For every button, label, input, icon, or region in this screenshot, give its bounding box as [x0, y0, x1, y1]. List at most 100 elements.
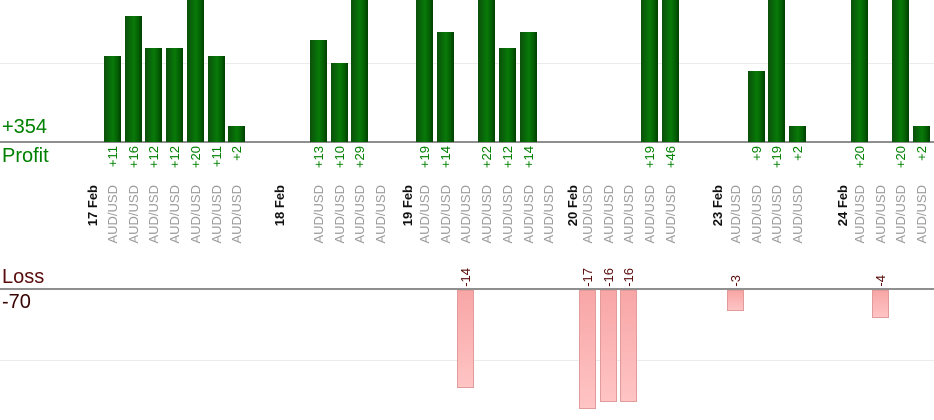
symbol-label: AUD/USD — [229, 185, 245, 244]
profit-value-label: +13 — [311, 146, 326, 169]
date-label: 20 Feb — [565, 185, 580, 227]
profit-value-label: +19 — [417, 146, 432, 169]
loss-value-label: -4 — [872, 275, 888, 287]
symbol-label: AUD/USD — [621, 185, 637, 244]
profit-bar — [851, 0, 868, 142]
profit-total: +354 — [2, 116, 48, 138]
loss-total: -70 — [2, 291, 31, 313]
profit-bar — [124, 16, 142, 142]
profit-bar — [641, 0, 659, 142]
symbol-label: AUD/USD — [373, 185, 389, 244]
profit-value-label: +12 — [167, 146, 183, 169]
date-label: 24 Feb — [835, 185, 850, 227]
profit-value-label: +2 — [914, 146, 930, 161]
profit-bar — [519, 31, 537, 142]
profit-gridline — [0, 63, 934, 64]
profit-bar — [498, 47, 516, 142]
profit-bar — [416, 0, 433, 142]
symbol-label: AUD/USD — [352, 185, 368, 244]
date-label: 17 Feb — [85, 185, 100, 227]
profit-bar — [330, 63, 348, 142]
profit-value-label: +11 — [105, 146, 120, 168]
loss-bar — [457, 290, 475, 388]
profit-value-label: +46 — [662, 146, 678, 169]
symbol-label: AUD/USD — [728, 185, 743, 244]
symbol-label: AUD/USD — [662, 185, 678, 244]
symbol-label: AUD/USD — [790, 185, 806, 244]
symbol-label: AUD/USD — [125, 185, 141, 244]
profit-value-label: +22 — [479, 146, 495, 169]
profit-value-label: +11 — [208, 146, 224, 168]
profit-bar — [661, 0, 679, 142]
symbol-label: AUD/USD — [146, 185, 162, 244]
profit-value-label: +12 — [499, 146, 515, 169]
loss-axis-label: Loss — [2, 266, 45, 288]
symbol-label: AUD/USD — [437, 185, 453, 244]
profit-bar — [166, 47, 184, 142]
profit-bar — [747, 71, 765, 142]
profit-value-label: +29 — [352, 146, 368, 169]
symbol-label: AUD/USD — [914, 185, 930, 244]
profit-bar — [768, 0, 786, 142]
loss-bar — [727, 290, 744, 311]
symbol-label: AUD/USD — [748, 185, 764, 244]
loss-bar — [620, 290, 638, 402]
symbol-label: AUD/USD — [187, 185, 203, 244]
loss-bar — [871, 290, 889, 318]
loss-value-label: -3 — [728, 275, 743, 287]
date-label: 18 Feb — [272, 185, 287, 227]
profit-value-label: +9 — [748, 146, 764, 161]
symbol-label: AUD/USD — [852, 185, 867, 244]
symbol-label: AUD/USD — [893, 185, 909, 244]
symbol-label: AUD/USD — [417, 185, 432, 244]
profit-bar — [186, 0, 204, 142]
loss-value-label: -16 — [600, 268, 616, 287]
symbol-label: AUD/USD — [458, 185, 474, 244]
profit-bar — [478, 0, 496, 142]
profit-value-label: +19 — [769, 146, 785, 169]
symbol-label: AUD/USD — [580, 185, 595, 244]
profit-value-label: +2 — [229, 146, 245, 161]
profit-value-label: +10 — [331, 146, 347, 169]
profit-bar — [913, 126, 931, 142]
loss-value-label: -17 — [580, 268, 595, 287]
symbol-label: AUD/USD — [479, 185, 495, 244]
symbol-label: AUD/USD — [600, 185, 616, 244]
profit-bar — [310, 39, 327, 142]
profit-axis-line — [0, 141, 934, 143]
symbol-label: AUD/USD — [872, 185, 888, 244]
profit-bar — [351, 0, 369, 142]
profit-value-label: +2 — [790, 146, 806, 161]
loss-axis-line — [0, 288, 934, 290]
profit-bar — [228, 126, 246, 142]
loss-value-label: -14 — [458, 268, 474, 287]
profit-value-label: +16 — [125, 146, 141, 169]
profit-value-label: +14 — [520, 146, 536, 169]
profit-value-label: +14 — [437, 146, 453, 169]
symbol-label: AUD/USD — [311, 185, 326, 244]
profit-bar — [145, 47, 163, 142]
profit-bar — [104, 55, 121, 142]
symbol-label: AUD/USD — [208, 185, 224, 244]
symbol-label: AUD/USD — [167, 185, 183, 244]
symbol-label: AUD/USD — [331, 185, 347, 244]
loss-bar — [599, 290, 617, 402]
symbol-label: AUD/USD — [541, 185, 557, 244]
profit-value-label: +20 — [852, 146, 867, 169]
profit-bar — [207, 55, 225, 142]
symbol-label: AUD/USD — [105, 185, 120, 244]
loss-value-label: -16 — [621, 268, 637, 287]
loss-bar — [579, 290, 596, 409]
profit-bar — [892, 0, 910, 142]
date-label: 23 Feb — [710, 185, 725, 227]
symbol-label: AUD/USD — [499, 185, 515, 244]
profit-axis-label: Profit — [2, 145, 49, 167]
symbol-label: AUD/USD — [769, 185, 785, 244]
profit-value-label: +12 — [146, 146, 162, 169]
profit-value-label: +19 — [642, 146, 658, 169]
profit-bar — [789, 126, 807, 142]
date-label: 19 Feb — [400, 185, 415, 227]
profit-bar — [436, 31, 454, 142]
profit-value-label: +20 — [893, 146, 909, 169]
